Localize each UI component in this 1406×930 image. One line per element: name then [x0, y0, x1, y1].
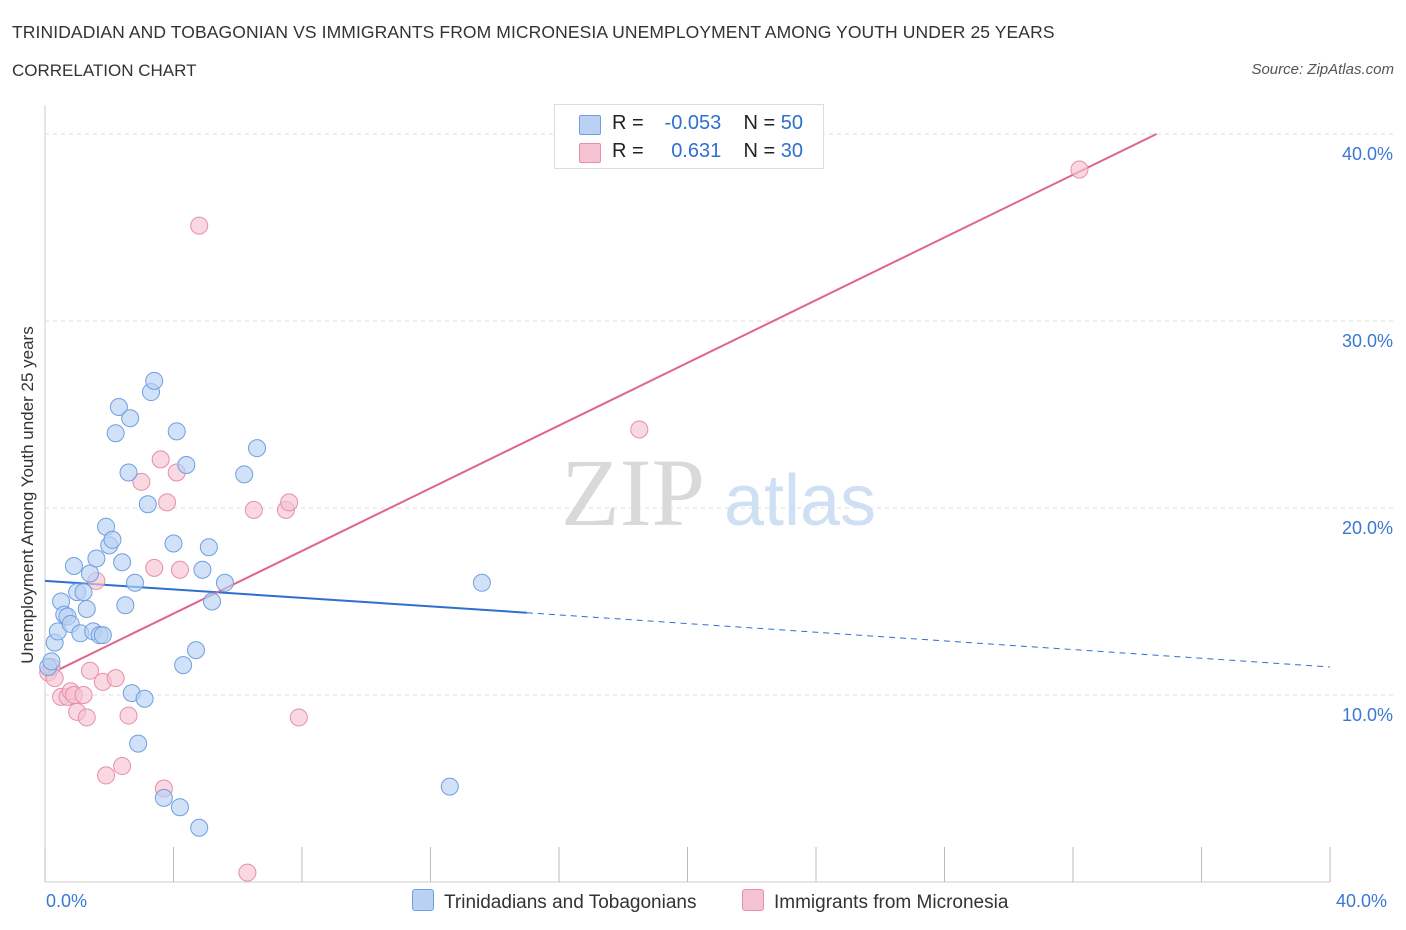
watermark-atlas: atlas: [724, 461, 876, 541]
legend-n-value: 30: [780, 140, 803, 162]
data-points: [39, 160, 1089, 882]
legend-item-micronesia[interactable]: Immigrants from Micronesia: [742, 889, 1008, 915]
point-trinidadians: [186, 641, 205, 660]
point-trinidadians: [235, 465, 254, 484]
point-trinidadians: [87, 549, 106, 568]
point-micronesia: [113, 757, 132, 776]
y-axis-label: Unemployment Among Youth under 25 years: [18, 326, 37, 664]
point-micronesia: [630, 420, 649, 439]
point-micronesia: [158, 493, 177, 512]
correlation-legend: R = -0.053 N = 50 R = 0.631 N = 30: [554, 104, 824, 169]
y-tick-label: 20.0%: [1342, 518, 1393, 538]
trend-line-trinidadians: [44, 579, 527, 614]
legend-swatch-pink: [579, 143, 601, 163]
point-trinidadians: [77, 599, 96, 618]
gridlines: [45, 133, 1395, 696]
point-trinidadians: [129, 734, 148, 753]
point-micronesia: [238, 863, 257, 882]
point-trinidadians: [145, 371, 164, 390]
y-tick-labels: 10.0% 20.0% 30.0% 40.0%: [1342, 144, 1393, 725]
point-micronesia: [132, 472, 151, 491]
point-trinidadians: [125, 573, 144, 592]
legend-r-label: R =: [612, 112, 644, 134]
legend-label: Immigrants from Micronesia: [774, 892, 1009, 913]
trend-lines: [44, 133, 1331, 678]
point-trinidadians: [119, 463, 138, 482]
point-trinidadians: [193, 560, 212, 579]
point-trinidadians: [135, 689, 154, 708]
point-micronesia: [190, 216, 209, 235]
point-trinidadians: [109, 398, 128, 417]
point-trinidadians: [215, 573, 234, 592]
chart-subtitle: CORRELATION CHART: [12, 61, 197, 80]
point-trinidadians: [170, 798, 189, 817]
legend-n-label: N =: [743, 140, 776, 162]
point-micronesia: [80, 661, 99, 680]
point-trinidadians: [190, 818, 209, 837]
trend-line-trinidadians-extrapolated: [526, 612, 1331, 668]
point-micronesia: [244, 500, 263, 519]
legend-r-value: -0.053: [664, 112, 722, 134]
point-micronesia: [74, 686, 93, 704]
legend-n-value: 50: [780, 112, 803, 134]
y-tick-label: 30.0%: [1342, 331, 1393, 351]
point-micronesia: [145, 558, 164, 577]
point-trinidadians: [64, 556, 83, 575]
point-trinidadians: [106, 424, 125, 443]
watermark: ZIP atlas: [561, 439, 876, 546]
point-trinidadians: [138, 495, 157, 514]
point-micronesia: [1070, 160, 1089, 179]
point-trinidadians: [174, 656, 193, 675]
point-trinidadians: [42, 652, 61, 671]
point-trinidadians: [199, 538, 218, 557]
legend-swatch-blue: [412, 889, 434, 911]
point-trinidadians: [154, 788, 173, 807]
point-micronesia: [289, 708, 308, 727]
point-trinidadians: [74, 583, 93, 602]
legend-swatch-blue: [579, 115, 601, 135]
y-tick-label: 40.0%: [1342, 144, 1393, 164]
point-trinidadians: [472, 573, 491, 592]
point-trinidadians: [177, 455, 196, 474]
x-tick-label-min: 0.0%: [46, 891, 88, 911]
point-micronesia: [170, 560, 189, 579]
point-micronesia: [280, 493, 299, 512]
legend-label: Trinidadians and Tobagonians: [444, 892, 697, 913]
legend-r-label: R =: [612, 140, 644, 162]
point-micronesia: [97, 766, 116, 785]
point-trinidadians: [121, 409, 140, 428]
point-micronesia: [106, 669, 125, 688]
point-trinidadians: [167, 422, 186, 441]
axes: [44, 105, 1331, 883]
point-trinidadians: [203, 592, 222, 611]
point-trinidadians: [93, 626, 112, 645]
legend-n-label: N =: [743, 112, 776, 134]
point-trinidadians: [103, 530, 122, 549]
watermark-zip: ZIP: [561, 439, 705, 546]
point-micronesia: [119, 706, 138, 725]
y-tick-label: 10.0%: [1342, 705, 1393, 725]
x-tick-label-max: 40.0%: [1336, 891, 1388, 911]
legend-r-value: 0.631: [671, 140, 722, 162]
legend-swatch-pink: [742, 889, 764, 911]
point-trinidadians: [116, 596, 135, 615]
source-credit: Source: ZipAtlas.com: [1251, 61, 1394, 78]
point-micronesia: [77, 708, 96, 727]
chart-title: TRINIDADIAN AND TOBAGONIAN VS IMMIGRANTS…: [12, 22, 1055, 42]
point-trinidadians: [248, 439, 267, 458]
point-micronesia: [151, 450, 170, 469]
point-trinidadians: [440, 777, 459, 796]
legend-item-trinidadians[interactable]: Trinidadians and Tobagonians: [412, 889, 696, 915]
point-trinidadians: [164, 534, 183, 553]
point-trinidadians: [113, 553, 132, 572]
point-trinidadians: [80, 564, 99, 583]
